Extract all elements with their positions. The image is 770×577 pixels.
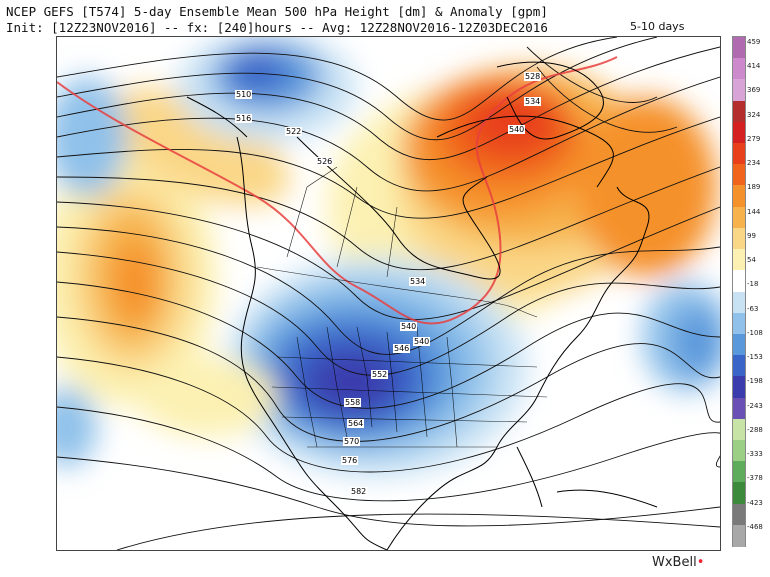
colorbar-tick-label: 99 bbox=[747, 231, 756, 240]
colorbar-tick-label: 369 bbox=[747, 86, 761, 95]
contour-label: 582 bbox=[350, 487, 368, 496]
brand-text: WxBell bbox=[652, 555, 697, 570]
colorbar-tick-label: 414 bbox=[747, 62, 761, 71]
contour-label: 564 bbox=[347, 419, 365, 428]
contour-label: 534 bbox=[524, 97, 542, 106]
map-subtitle: Init: [12Z23NOV2016] -- fx: [240]hours -… bbox=[6, 20, 548, 35]
colorbar-swatch bbox=[733, 397, 745, 420]
colorbar-swatch bbox=[733, 291, 745, 314]
contour-label: 526 bbox=[316, 157, 334, 166]
brand-logo: WxBell• bbox=[652, 555, 704, 570]
colorbar-tick-label: -423 bbox=[747, 498, 763, 507]
colorbar-swatch bbox=[733, 249, 745, 271]
height-contours bbox=[57, 37, 720, 550]
contour-label: 534 bbox=[409, 277, 427, 286]
contour-label: 516 bbox=[235, 114, 253, 123]
colorbar-tick-label: -63 bbox=[747, 304, 759, 313]
colorbar-swatch bbox=[733, 121, 745, 144]
contour-label: 552 bbox=[371, 370, 389, 379]
map-title: NCEP GEFS [T574] 5-day Ensemble Mean 500… bbox=[6, 4, 548, 19]
colorbar-tick-label: 324 bbox=[747, 110, 761, 119]
colorbar-swatch bbox=[733, 270, 745, 293]
colorbar-tick-label: -378 bbox=[747, 474, 763, 483]
colorbar-tick-label: -468 bbox=[747, 522, 763, 531]
political-borders bbox=[256, 166, 548, 448]
colorbar-tick-label: -198 bbox=[747, 377, 763, 386]
colorbar-swatch bbox=[733, 355, 745, 377]
contour-label: 576 bbox=[341, 456, 359, 465]
colorbar-tick-label: 459 bbox=[747, 38, 761, 46]
colorbar-swatch bbox=[733, 482, 745, 505]
colorbar-swatch bbox=[733, 37, 745, 59]
colorbar-swatch bbox=[733, 376, 745, 399]
colorbar-swatch bbox=[733, 503, 745, 526]
colorbar-swatch bbox=[733, 58, 745, 80]
colorbar-tick-label: 54 bbox=[747, 256, 756, 265]
colorbar-tick-label: -243 bbox=[747, 401, 763, 410]
colorbar-swatch bbox=[733, 418, 745, 441]
colorbar-swatch bbox=[733, 164, 745, 187]
colorbar-swatch bbox=[733, 461, 745, 483]
anomaly-shading bbox=[57, 37, 720, 477]
colorbar-tick-label: -18 bbox=[747, 280, 759, 289]
colorbar-swatch bbox=[733, 524, 745, 547]
colorbar-tick-label: 279 bbox=[747, 134, 761, 143]
colorbar-tick-label: -333 bbox=[747, 450, 763, 459]
highlight-contour bbox=[57, 56, 618, 325]
contour-label: 540 bbox=[508, 125, 526, 134]
contour-label: 522 bbox=[285, 127, 303, 136]
colorbar-tick-label: 144 bbox=[747, 207, 761, 216]
brand-dot: • bbox=[696, 555, 705, 570]
contour-label: 540 bbox=[400, 322, 418, 331]
coastlines bbox=[186, 61, 658, 550]
contour-label: 528 bbox=[524, 72, 542, 81]
colorbar-swatch bbox=[733, 227, 745, 250]
contour-label: 540 bbox=[413, 337, 431, 346]
colorbar-swatch bbox=[733, 333, 745, 356]
colorbar-swatch bbox=[733, 439, 745, 462]
colorbar-tick-label: -108 bbox=[747, 328, 763, 337]
colorbar-swatch bbox=[733, 79, 745, 102]
contour-label: 546 bbox=[393, 344, 411, 353]
colorbar-tick-label: -288 bbox=[747, 425, 763, 434]
anomaly-colorbar bbox=[732, 36, 746, 547]
colorbar-tick-label: -153 bbox=[747, 353, 763, 362]
colorbar-swatch bbox=[733, 206, 745, 229]
colorbar-swatch bbox=[733, 100, 745, 123]
colorbar-tick-label: 234 bbox=[747, 159, 761, 168]
contour-label: 558 bbox=[344, 398, 362, 407]
anomaly-map: 510 516 522 526 528 534 540 540 534 540 … bbox=[56, 36, 721, 551]
colorbar-tick-label: 189 bbox=[747, 183, 761, 192]
colorbar-swatch bbox=[733, 185, 745, 208]
colorbar-swatch bbox=[733, 312, 745, 335]
colorbar-swatch bbox=[733, 143, 745, 165]
map-graphic bbox=[57, 37, 720, 550]
contour-label: 510 bbox=[235, 90, 253, 99]
contour-label: 570 bbox=[343, 437, 361, 446]
forecast-range: 5-10 days bbox=[630, 20, 685, 33]
